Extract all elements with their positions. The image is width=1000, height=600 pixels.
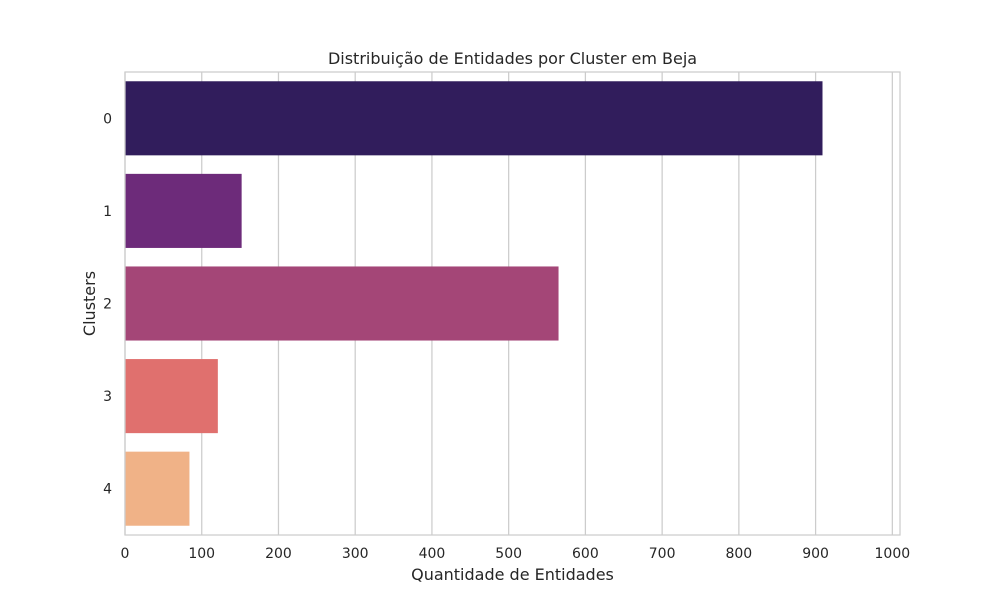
plot-frame — [124, 71, 901, 536]
bar-cluster-3 — [125, 359, 218, 434]
y-tick-label: 3 — [103, 389, 112, 405]
x-tick-label: 200 — [265, 546, 292, 562]
bar-cluster-4 — [125, 451, 190, 526]
x-tick-label: 300 — [342, 546, 369, 562]
chart-title: Distribuição de Entidades por Cluster em… — [328, 49, 697, 68]
x-tick-label: 800 — [725, 546, 752, 562]
x-tick-label: 900 — [802, 546, 829, 562]
x-tick-label: 700 — [649, 546, 676, 562]
y-tick-label: 2 — [103, 297, 112, 313]
bar-cluster-2 — [125, 266, 559, 341]
x-axis-title: Quantidade de Entidades — [411, 565, 614, 584]
x-tick-label: 400 — [419, 546, 446, 562]
x-tick-label: 1000 — [875, 546, 911, 562]
x-tick-label: 600 — [572, 546, 599, 562]
x-tick-label: 500 — [495, 546, 522, 562]
x-tick-label: 0 — [121, 546, 130, 562]
bars — [125, 81, 823, 526]
y-tick-label: 4 — [103, 482, 112, 498]
x-tick-labels: 0 100 200 300 400 500 600 700 800 900 1000 — [121, 546, 911, 562]
y-tick-label: 0 — [103, 111, 112, 127]
bar-cluster-1 — [125, 173, 242, 248]
bar-cluster-0 — [125, 81, 823, 156]
y-axis-title: Clusters — [80, 271, 99, 336]
y-tick-labels: 0 1 2 3 4 — [103, 111, 112, 497]
y-tick-label: 1 — [103, 204, 112, 220]
x-tick-label: 100 — [188, 546, 215, 562]
